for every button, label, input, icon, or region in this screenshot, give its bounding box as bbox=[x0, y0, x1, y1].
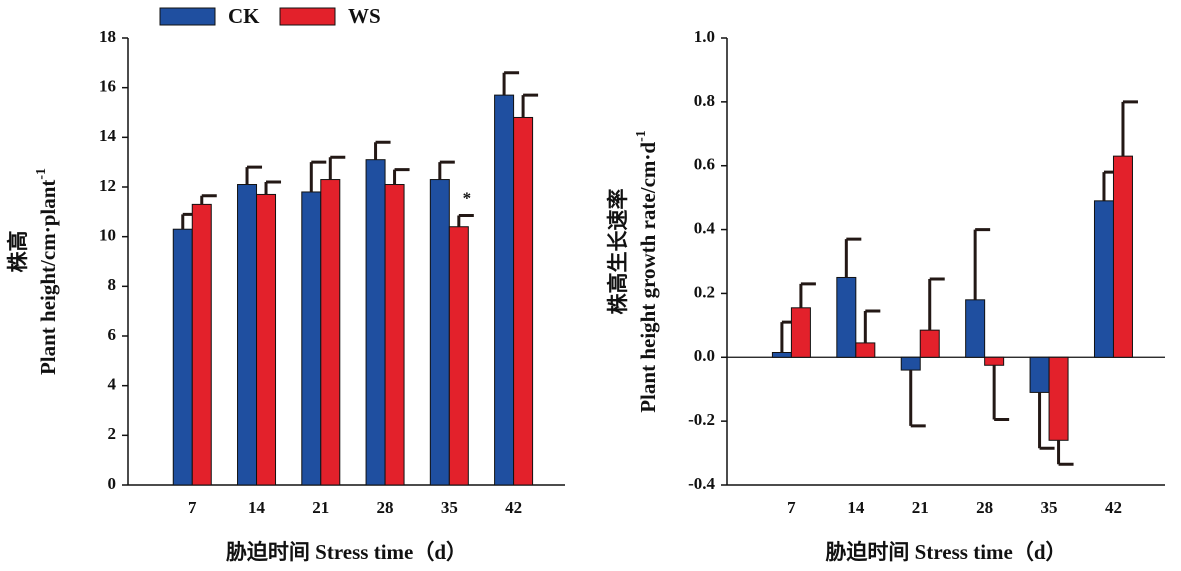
y-tick-label: 0.4 bbox=[694, 218, 716, 237]
y-tick-label: 0.6 bbox=[694, 155, 715, 174]
y-tick-label: 1.0 bbox=[694, 27, 715, 46]
bar bbox=[256, 193, 277, 486]
bar bbox=[919, 329, 940, 358]
error-bar bbox=[928, 277, 945, 331]
error-bar bbox=[844, 237, 862, 278]
y-tick-label: 12 bbox=[99, 176, 116, 195]
y-tick-label: 0.2 bbox=[694, 282, 715, 301]
bar bbox=[1048, 356, 1069, 441]
bar bbox=[836, 276, 857, 358]
bar bbox=[384, 184, 405, 486]
x-tick-label: 21 bbox=[312, 498, 329, 517]
bar bbox=[448, 226, 469, 486]
error-bar bbox=[992, 365, 1010, 422]
bar bbox=[320, 179, 341, 486]
x-tick-label: 35 bbox=[1041, 498, 1058, 517]
y-axis-label: Plant height growth rate/cm·d-1 bbox=[634, 130, 660, 413]
bar bbox=[494, 94, 515, 486]
y-tick-label: 14 bbox=[99, 126, 117, 145]
y-tick-label: 0.8 bbox=[694, 91, 715, 110]
error-bar bbox=[973, 228, 991, 300]
legend-swatch bbox=[159, 7, 216, 26]
y-tick-label: 4 bbox=[108, 375, 117, 394]
y-axis-label: 株高生长速率 bbox=[606, 189, 630, 315]
x-tick-label: 42 bbox=[505, 498, 522, 517]
y-tick-label: -0.4 bbox=[688, 474, 715, 493]
bar bbox=[429, 179, 450, 486]
x-axis-label: 胁迫时间 Stress time（d） bbox=[226, 540, 467, 564]
y-tick-label: 10 bbox=[99, 226, 116, 245]
y-tick-label: 6 bbox=[108, 325, 117, 344]
y-tick-label: 2 bbox=[108, 424, 117, 443]
y-tick-label: 0.0 bbox=[694, 346, 715, 365]
y-axis-label-sup: -1 bbox=[34, 168, 49, 180]
error-bar bbox=[309, 160, 327, 192]
bar bbox=[965, 299, 986, 358]
x-tick-label: 35 bbox=[441, 498, 458, 517]
bar bbox=[301, 191, 322, 486]
error-bar bbox=[393, 168, 410, 185]
error-bar bbox=[264, 180, 282, 195]
error-bar bbox=[374, 140, 391, 160]
legend-label: CK bbox=[228, 4, 260, 28]
x-tick-label: 42 bbox=[1105, 498, 1122, 517]
bar bbox=[984, 356, 1005, 366]
error-bar bbox=[1057, 440, 1074, 466]
legend-swatch bbox=[279, 7, 336, 26]
y-tick-label: 18 bbox=[99, 27, 116, 46]
bar bbox=[1093, 200, 1114, 358]
bar bbox=[790, 307, 811, 358]
y-axis-label: Plant height/cm·plant-1 bbox=[34, 168, 60, 375]
bar bbox=[900, 356, 921, 371]
error-bar bbox=[799, 282, 816, 308]
bar bbox=[365, 159, 386, 486]
error-bar bbox=[438, 160, 455, 180]
y-tick-label: 16 bbox=[99, 77, 116, 96]
error-bar bbox=[502, 71, 520, 96]
error-bar bbox=[521, 93, 539, 118]
y-axis-label: 株高 bbox=[6, 231, 30, 273]
error-bar bbox=[245, 165, 263, 185]
y-axis-label-text: Plant height/cm·plant bbox=[36, 180, 60, 375]
error-bar bbox=[1038, 392, 1055, 450]
y-axis-label-sup: -1 bbox=[634, 130, 649, 142]
legend-label: WS bbox=[348, 4, 381, 28]
y-tick-label: 0 bbox=[108, 474, 117, 493]
x-tick-label: 14 bbox=[248, 498, 266, 517]
x-axis-label: 胁迫时间 Stress time（d） bbox=[825, 540, 1066, 564]
error-bar bbox=[200, 194, 217, 205]
bar bbox=[771, 351, 792, 358]
bar bbox=[1029, 356, 1050, 393]
x-tick-label: 28 bbox=[976, 498, 993, 517]
y-axis-label-text: Plant height growth rate/cm·d bbox=[636, 142, 660, 413]
bar bbox=[237, 184, 258, 486]
bar bbox=[172, 228, 193, 486]
error-bar bbox=[1121, 100, 1138, 157]
y-tick-label: 8 bbox=[108, 275, 117, 294]
x-tick-label: 21 bbox=[912, 498, 929, 517]
x-tick-label: 14 bbox=[847, 498, 865, 517]
x-tick-label: 7 bbox=[787, 498, 796, 517]
annotation: * bbox=[463, 188, 472, 207]
error-bar bbox=[457, 214, 474, 227]
x-tick-label: 7 bbox=[188, 498, 197, 517]
bar bbox=[855, 342, 876, 358]
error-bar bbox=[328, 155, 346, 180]
y-tick-label: -0.2 bbox=[688, 410, 715, 429]
x-tick-label: 28 bbox=[377, 498, 394, 517]
error-bar bbox=[863, 309, 881, 343]
error-bar bbox=[909, 370, 926, 428]
bar bbox=[191, 203, 212, 486]
bar bbox=[513, 116, 534, 486]
bar bbox=[1112, 155, 1133, 358]
